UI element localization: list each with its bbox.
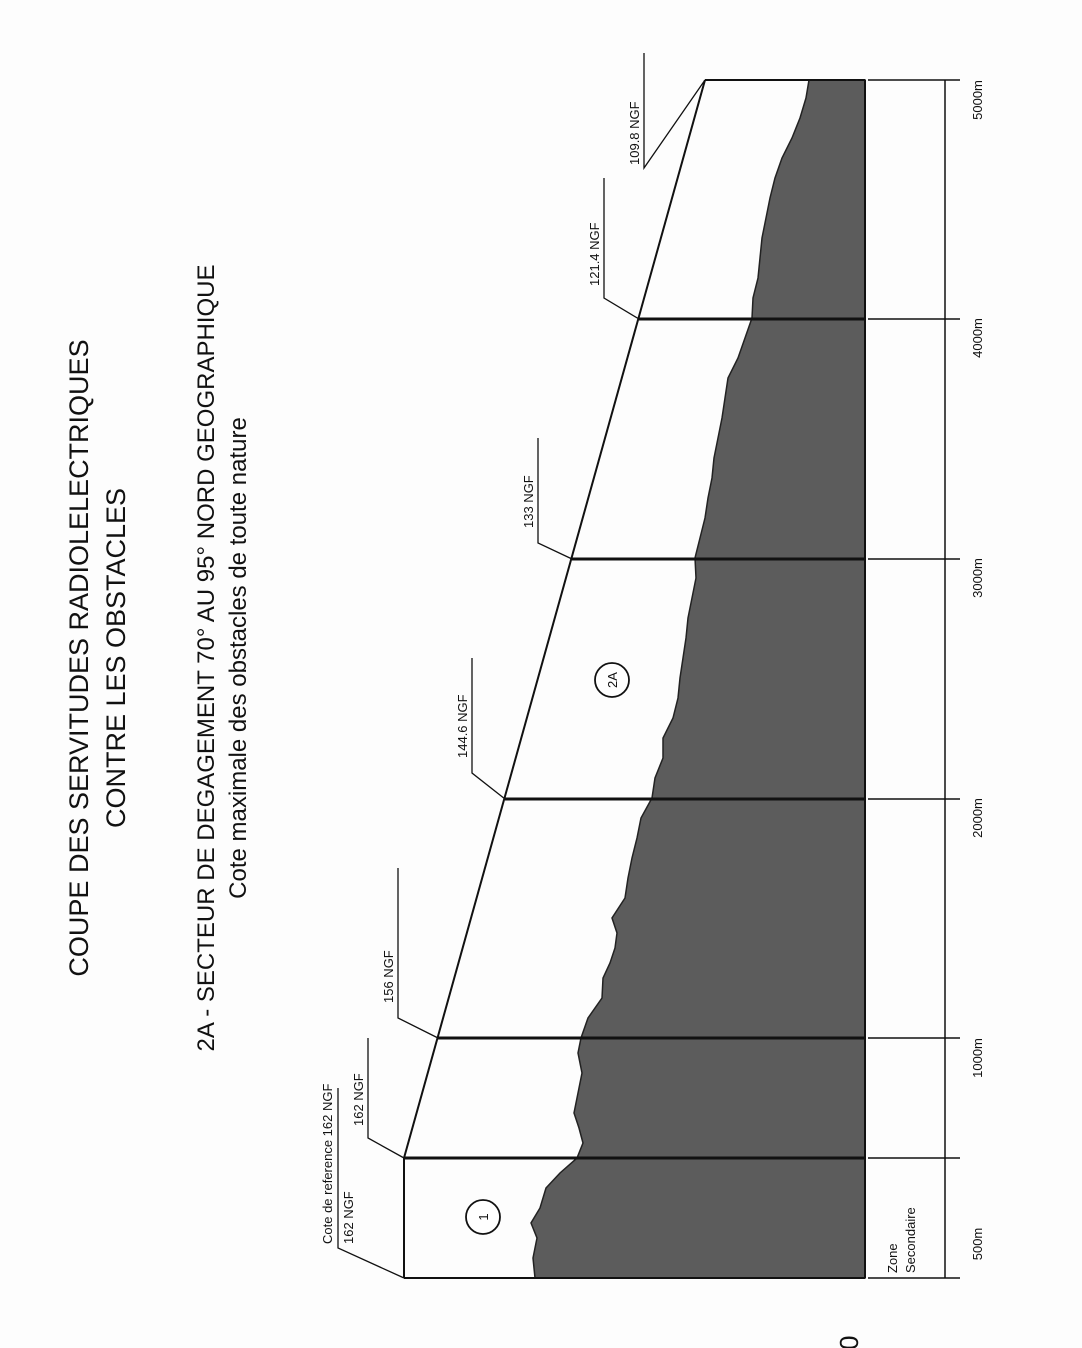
- label-133-ngf: 133 NGF: [521, 475, 536, 528]
- label-144-6-ngf: 144.6 NGF: [455, 694, 470, 758]
- axis-label-zero: 0: [834, 1336, 864, 1348]
- zone-label-line-1: Zone: [885, 1243, 900, 1273]
- axis-label-2000m: 2000m: [970, 798, 985, 838]
- callout-leader-1214: [603, 178, 640, 320]
- label-162-ngf-500m: 162 NGF: [351, 1073, 366, 1126]
- callout-leader-1098: [643, 53, 706, 171]
- label-109-8-ngf: 109.8 NGF: [627, 101, 642, 165]
- title-line-1: COUPE DES SERVITUDES RADIOLELECTRIQUES: [64, 339, 94, 976]
- zone-1-marker: [465, 1199, 501, 1235]
- axis-label-5000m: 5000m: [970, 80, 985, 120]
- callout-leader-cote-ref: [337, 1088, 405, 1279]
- label-cote-ref-162: Cote de reference 162 NGF: [320, 1084, 335, 1244]
- callout-leader-156: [397, 868, 439, 1039]
- callout-leader-1446: [471, 658, 506, 800]
- axis-label-4000m: 4000m: [970, 318, 985, 358]
- axis-label-3000m: 3000m: [970, 558, 985, 598]
- clearance-slope: [403, 79, 706, 1159]
- subtitle-line-1: 2A - SECTEUR DE DEGAGEMENT 70° AU 95° NO…: [193, 265, 220, 1052]
- callout-leader-133: [537, 438, 573, 560]
- zone-2a-label: 2A: [605, 672, 620, 688]
- label-156-ngf: 156 NGF: [381, 950, 396, 1003]
- zone-label-line-2: Secondaire: [903, 1207, 918, 1273]
- axis-label-1000m: 1000m: [970, 1038, 985, 1078]
- label-121-4-ngf: 121.4 NGF: [587, 222, 602, 286]
- terrain-profile: [530, 79, 866, 1279]
- title-line-2: CONTRE LES OBSTACLES: [101, 488, 131, 828]
- axis-label-500m: 500m: [970, 1228, 985, 1261]
- zone-1-label: 1: [476, 1213, 491, 1220]
- subtitle-line-2: Cote maximale des obstacles de toute nat…: [225, 417, 252, 899]
- label-162-ngf-base: 162 NGF: [341, 1191, 356, 1244]
- zone-2a-marker: [594, 662, 630, 698]
- callout-leader-162: [367, 1038, 405, 1159]
